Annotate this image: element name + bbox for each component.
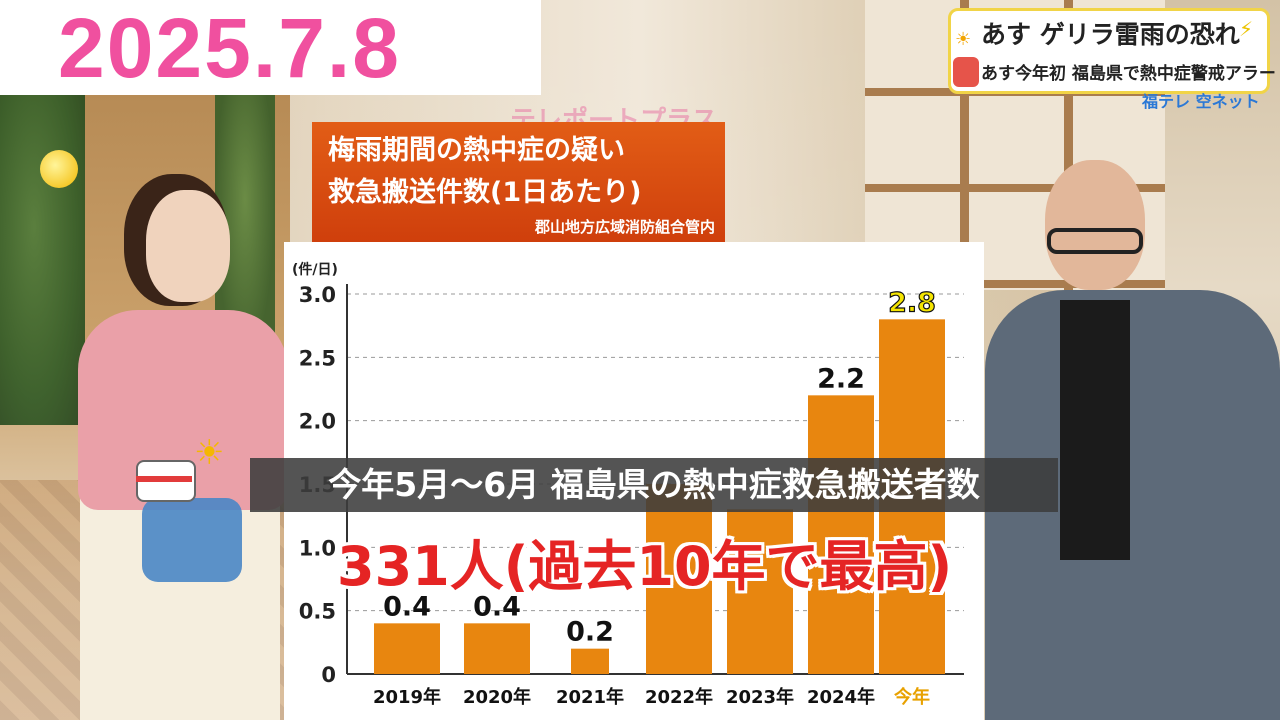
x-tick-label: 2024年: [807, 686, 875, 708]
presenter-head: [1045, 160, 1145, 290]
studio-plant: [0, 95, 85, 425]
data-label: 0.4: [383, 591, 431, 622]
chart-title-line-2: 救急搬送件数(1日あたり): [328, 177, 642, 208]
x-tick-label: 2023年: [726, 686, 794, 708]
caption-band: 今年5月〜6月 福島県の熱中症救急搬送者数: [250, 458, 1058, 512]
presenter-shirt: [1060, 300, 1130, 560]
y-tick-label: 2.5: [299, 346, 336, 370]
data-label: 0.4: [473, 591, 521, 622]
chart-title-line-1: 梅雨期間の熱中症の疑い: [328, 135, 625, 166]
ambulance-illustration: ☀: [132, 436, 252, 586]
presenter-head: [146, 190, 230, 302]
bar-4: [646, 484, 712, 674]
x-tick-label: 2021年: [556, 686, 624, 708]
presenter-left: [58, 190, 293, 720]
x-tick-label: 2022年: [645, 686, 713, 708]
date-panel: 2025.7.8: [0, 0, 541, 95]
data-label: 2.2: [817, 363, 865, 394]
glasses: [1047, 228, 1143, 254]
y-axis-unit: (件/日): [292, 261, 338, 278]
sun-icon: ☀: [194, 433, 225, 473]
bar-3: [571, 648, 609, 674]
patient-figure-icon: [142, 498, 242, 582]
ambulance-stripe: [136, 476, 192, 482]
presenter-right: [985, 160, 1280, 720]
bar-5: [727, 509, 793, 674]
chart-source: 郡山地方広域消防組合管内: [534, 218, 715, 236]
x-tick-label: 2019年: [373, 686, 441, 708]
broadcast-date: 2025.7.8: [58, 1, 401, 95]
y-tick-label: 0: [321, 663, 336, 687]
x-tick-label: 今年: [894, 686, 930, 708]
y-tick-label: 2.0: [299, 410, 336, 434]
y-tick-label: 3.0: [299, 283, 336, 307]
chart-title-box: 梅雨期間の熱中症の疑い 救急搬送件数(1日あたり) 郡山地方広域消防組合管内: [312, 122, 725, 242]
headline-line-1: あす ゲリラ雷雨の恐れ: [981, 20, 1240, 49]
y-tick-label: 0.5: [299, 600, 336, 624]
channel-logo: 福テレ 空ネット: [1142, 92, 1260, 111]
thunder-cloud-icon: ⚡: [1239, 17, 1254, 41]
caption-text: 今年5月〜6月 福島県の熱中症救急搬送者数: [328, 465, 980, 504]
bar-6: [808, 395, 874, 674]
data-label: 2.8: [888, 287, 936, 318]
data-label: 0.2: [566, 617, 614, 648]
x-tick-label: 2020年: [463, 686, 531, 708]
bar-2: [464, 623, 530, 674]
y-tick-label: 1.0: [299, 536, 336, 560]
heatstroke-figure-icon: [953, 57, 979, 87]
bar-1: [374, 623, 440, 674]
headline-line-2: あす今年初 福島県で熱中症警戒アラート: [981, 64, 1280, 84]
sun-icon: ☀: [955, 29, 972, 50]
headline-box: ☀ あす ゲリラ雷雨の恐れ ⚡ あす今年初 福島県で熱中症警戒アラート: [948, 8, 1280, 94]
big-statistic: 331人(過去10年で最高): [337, 535, 953, 598]
studio-lamp: [40, 150, 78, 188]
